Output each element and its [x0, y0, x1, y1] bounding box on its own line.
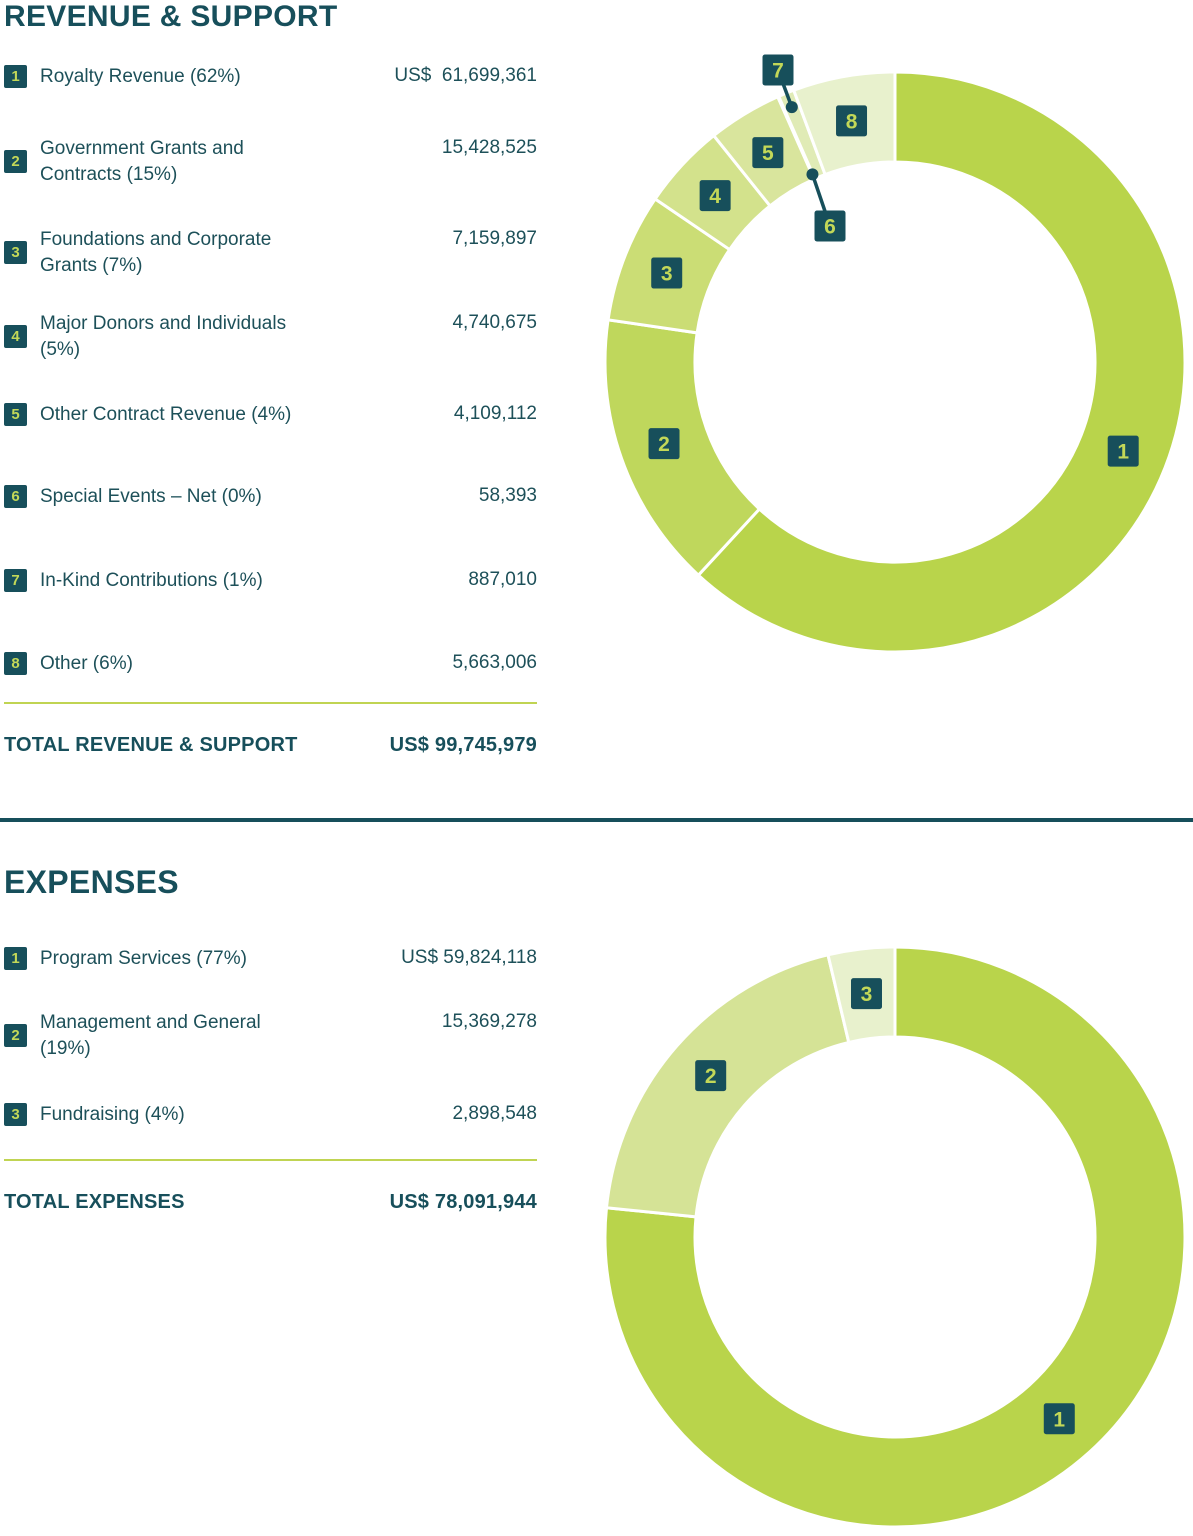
slice-number-label: 1 [1117, 441, 1129, 464]
legend-item-label: Other Contract Revenue (4%) [40, 404, 292, 425]
slice-number-label: 3 [861, 983, 873, 1006]
legend-item-number-badge: 6 [4, 485, 27, 509]
slice-number-badge [648, 428, 680, 460]
donut-slice-1 [696, 70, 1187, 654]
legend-item-value: 15,369,278 [441, 1011, 537, 1032]
legend-row: 2 Management and General (19%) 15,369,278 [4, 1010, 537, 1062]
revenue-donut-chart: 1 2 3 4 5 6 7 8 [603, 54, 1187, 654]
slice-number-badge [814, 210, 846, 242]
slice-number-badge [651, 257, 683, 289]
slice-number-label: 7 [772, 60, 784, 83]
legend-item-label: Other (6%) [40, 653, 133, 674]
legend-item-label: Foundations and Corporate Grants (7%) [40, 229, 272, 276]
legend-item-label: Fundraising (4%) [40, 1104, 185, 1125]
slice-number-badge [699, 180, 731, 212]
slice-number-label: 8 [846, 110, 858, 133]
legend-row: 4 Major Donors and Individuals (5%) 4,740,… [4, 311, 537, 363]
legend-item-label: Royalty Revenue (62%) [40, 66, 241, 87]
legend-item-number-badge: 1 [4, 65, 27, 89]
legend-row: 3 Fundraising (4%) 2,898,548 [4, 1102, 537, 1128]
legend-item-value: 2,898,548 [452, 1103, 537, 1124]
slice-number-label: 1 [1053, 1408, 1065, 1431]
slice-leader-dot [785, 101, 798, 114]
expenses-total-label: TOTAL EXPENSES [4, 1191, 185, 1213]
expenses-section-title: EXPENSES [4, 864, 179, 900]
legend-item-number-badge: 7 [4, 569, 27, 593]
legend-item-value: 7,159,897 [452, 228, 537, 249]
legend-row: 2 Government Grants and Contracts (15%) 15… [4, 136, 537, 188]
revenue-section-title: REVENUE & SUPPORT [4, 0, 338, 33]
legend-row: 1 Royalty Revenue (62%) US$ 61,699,361 [4, 64, 537, 90]
legend-row: 6 Special Events – Net (0%) 58,393 [4, 484, 537, 510]
revenue-total-rule [4, 702, 537, 704]
slice-number-label: 4 [709, 185, 721, 208]
legend-item-number-badge: 3 [4, 241, 27, 265]
legend-item-value: US$ 59,824,118 [401, 947, 537, 968]
legend-item-number-badge: 4 [4, 325, 27, 349]
revenue-total-value: US$ 99,745,979 [389, 734, 537, 756]
legend-item-value: US$ 61,699,361 [394, 65, 537, 86]
legend-row: 1 Program Services (77%) US$ 59,824,118 [4, 946, 537, 972]
legend-item-label: Major Donors and Individuals (5%) [40, 313, 287, 360]
legend-row: 5 Other Contract Revenue (4%) 4,109,112 [4, 402, 537, 428]
legend-item-label: In-Kind Contributions (1%) [40, 570, 263, 591]
legend-item-label: Management and General (19%) [40, 1012, 261, 1059]
expenses-donut-chart: 1 2 3 [603, 945, 1187, 1529]
legend-item-number-badge: 8 [4, 652, 27, 676]
legend-item-number-badge: 5 [4, 403, 27, 427]
slice-number-badge [752, 137, 784, 169]
legend-item-number-badge: 2 [4, 1024, 27, 1048]
legend-item-value: 4,109,112 [453, 403, 537, 424]
slice-number-badge [850, 978, 882, 1010]
legend-item-value: 58,393 [478, 485, 537, 506]
legend-item-value: 5,663,006 [452, 652, 537, 673]
revenue-total-label: TOTAL REVENUE & SUPPORT [4, 734, 298, 756]
slice-number-label: 5 [762, 142, 774, 165]
slice-number-badge [695, 1060, 727, 1092]
legend-item-number-badge: 1 [4, 947, 27, 971]
slice-number-badge [1043, 1403, 1075, 1435]
legend-item-value: 15,428,525 [441, 137, 537, 158]
expenses-total-rule [4, 1159, 537, 1161]
slice-number-badge [836, 105, 868, 137]
legend-item-label: Government Grants and Contracts (15%) [40, 138, 244, 185]
donut-slice-2 [604, 953, 851, 1219]
slice-number-label: 2 [658, 433, 670, 456]
legend-item-label: Program Services (77%) [40, 948, 247, 969]
legend-item-value: 4,740,675 [452, 312, 537, 333]
legend-item-number-badge: 2 [4, 150, 27, 174]
slice-leader-dot [806, 168, 819, 181]
legend-item-value: 887,010 [468, 569, 537, 590]
legend-row: 3 Foundations and Corporate Grants (7%) 7,… [4, 227, 537, 279]
legend-row: 7 In-Kind Contributions (1%) 887,010 [4, 568, 537, 594]
slice-number-label: 6 [824, 216, 836, 239]
slice-number-badge [1107, 435, 1139, 467]
legend-row: 8 Other (6%) 5,663,006 [4, 651, 537, 677]
slice-number-label: 3 [661, 263, 673, 286]
revenue-total-row: TOTAL REVENUE & SUPPORT US$ 99,745,979 [4, 734, 537, 757]
legend-item-label: Special Events – Net (0%) [40, 486, 262, 507]
slice-number-label: 2 [705, 1065, 717, 1088]
donut-slice-1 [603, 945, 1187, 1529]
expenses-total-row: TOTAL EXPENSES US$ 78,091,944 [4, 1191, 537, 1214]
legend-item-number-badge: 3 [4, 1103, 27, 1127]
slice-number-badge [762, 54, 794, 86]
section-divider [0, 818, 1193, 822]
expenses-total-value: US$ 78,091,944 [389, 1191, 537, 1213]
